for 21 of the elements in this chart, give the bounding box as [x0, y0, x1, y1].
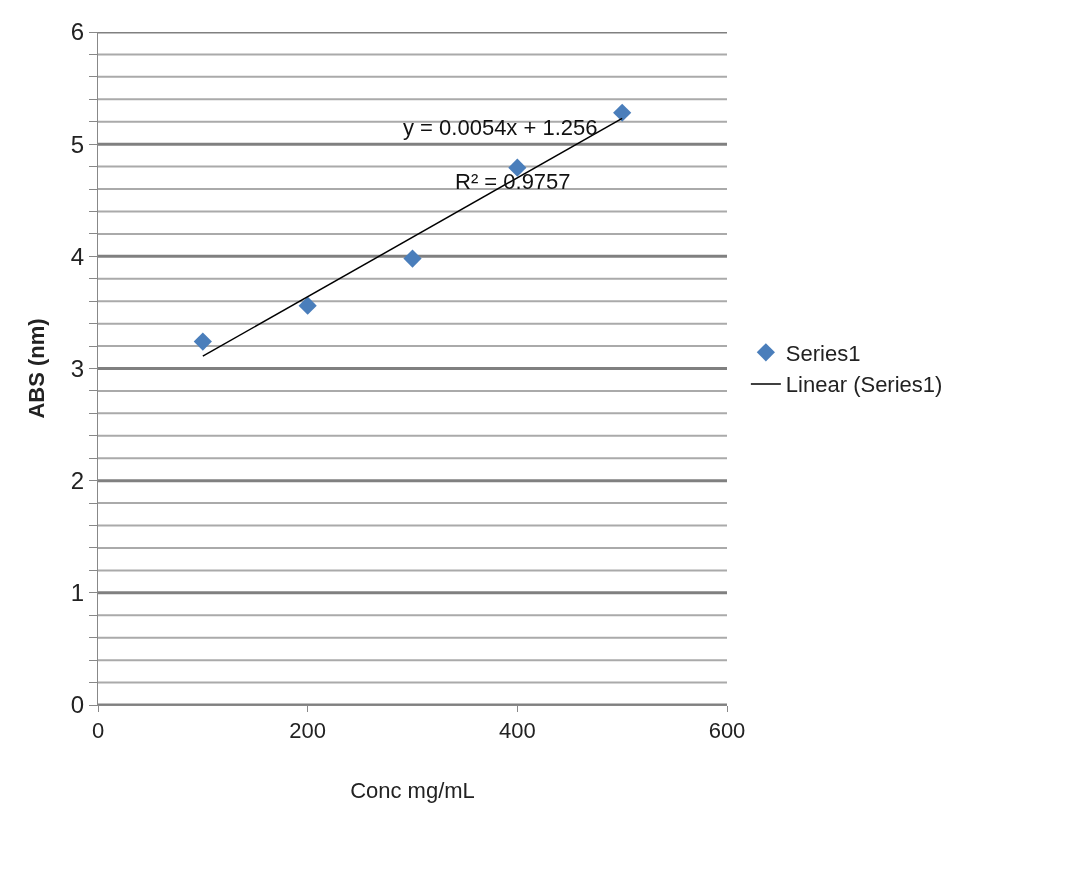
y-tick-label: 1 [70, 579, 85, 607]
x-tick-label: 200 [289, 718, 327, 744]
y-tick-label: 4 [70, 242, 85, 270]
y-tick-label: 5 [70, 130, 85, 158]
legend-label: Series1 [785, 340, 861, 366]
x-tick-label: 400 [498, 718, 536, 744]
y-tick-label: 3 [70, 354, 85, 382]
y-tick-label: 2 [70, 467, 85, 495]
x-tick-label: 0 [91, 718, 105, 744]
legend-label: Linear (Series1) [785, 372, 943, 398]
point [193, 332, 212, 351]
point [403, 249, 422, 268]
annotation: R² = 0.9757 [455, 169, 571, 194]
point [298, 296, 317, 315]
annotation: y = 0.0054x + 1.256 [403, 115, 598, 140]
x-axis-title: Conc mg/mL [350, 778, 475, 804]
y-tick-label: 6 [70, 18, 85, 46]
point [613, 103, 632, 122]
y-axis-title: ABS (nm) [23, 318, 49, 419]
x-tick-label: 600 [708, 718, 746, 744]
y-tick-label: 0 [70, 691, 85, 719]
